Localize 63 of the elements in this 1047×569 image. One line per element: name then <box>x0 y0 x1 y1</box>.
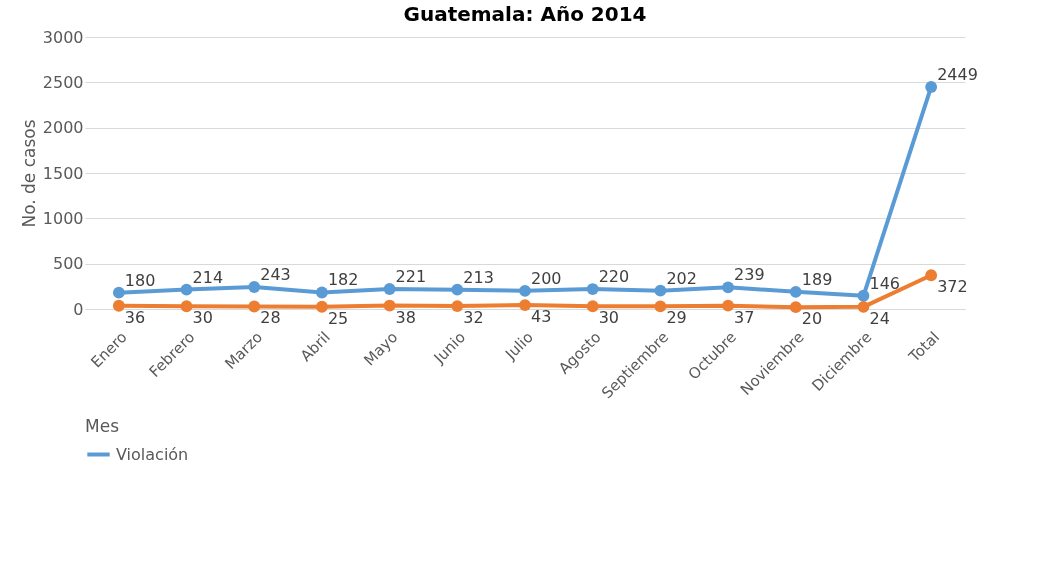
y-tick-label: 2000 <box>42 118 84 138</box>
point <box>383 283 396 295</box>
point <box>789 285 802 298</box>
point <box>586 300 599 313</box>
point <box>180 283 193 296</box>
point <box>586 283 599 295</box>
point <box>857 289 870 302</box>
data-label: 30 <box>192 308 213 328</box>
point <box>383 299 396 312</box>
data-label: 30 <box>598 308 620 328</box>
point <box>654 300 667 313</box>
data-label: 214 <box>192 267 224 287</box>
point <box>925 269 938 282</box>
data-label: 146 <box>869 273 901 293</box>
data-label: 24 <box>869 308 890 328</box>
point <box>857 300 870 313</box>
data-label: 239 <box>734 265 765 285</box>
point <box>316 286 328 299</box>
data-label: 32 <box>463 308 484 328</box>
point <box>722 281 734 294</box>
data-label: 20 <box>801 309 823 329</box>
data-label: 221 <box>395 266 427 286</box>
data-label: 189 <box>801 269 833 289</box>
x-axis-title: Mes <box>85 416 120 436</box>
y-tick-label: 1000 <box>42 208 84 228</box>
point <box>925 81 938 93</box>
point <box>248 281 261 293</box>
data-label: 213 <box>463 267 494 287</box>
data-label: 43 <box>531 307 552 327</box>
y-axis-title: No. de casos <box>18 119 39 228</box>
y-tick-label: 500 <box>52 254 84 274</box>
legend-label: Violación <box>116 444 189 464</box>
data-label: 2449 <box>937 64 978 84</box>
data-label: 182 <box>327 270 359 290</box>
data-label: 36 <box>124 307 146 327</box>
data-label: 29 <box>666 308 687 328</box>
data-label: 28 <box>260 308 281 328</box>
y-tick-label: 3000 <box>42 27 84 47</box>
data-label: 243 <box>260 264 291 284</box>
y-tick-label: 2500 <box>42 72 84 92</box>
data-label: 25 <box>327 308 349 328</box>
data-label: 372 <box>937 277 968 297</box>
point <box>112 286 125 299</box>
point <box>451 300 464 312</box>
point <box>722 299 734 312</box>
data-label: 180 <box>124 270 156 290</box>
data-label: 200 <box>531 268 562 288</box>
data-label: 37 <box>734 307 755 327</box>
point <box>180 300 193 313</box>
y-tick-label: 0 <box>73 299 84 319</box>
point <box>519 299 531 312</box>
point <box>316 300 328 313</box>
point <box>451 283 464 296</box>
chart-title: Guatemala: Año 2014 <box>403 2 647 26</box>
data-label: 202 <box>666 268 697 288</box>
data-label: 220 <box>598 267 630 287</box>
y-tick-label: 1500 <box>42 163 84 183</box>
point <box>112 299 125 312</box>
point <box>519 284 531 297</box>
point <box>789 301 802 314</box>
data-label: 38 <box>395 307 416 327</box>
point <box>654 284 667 297</box>
point <box>248 300 261 313</box>
